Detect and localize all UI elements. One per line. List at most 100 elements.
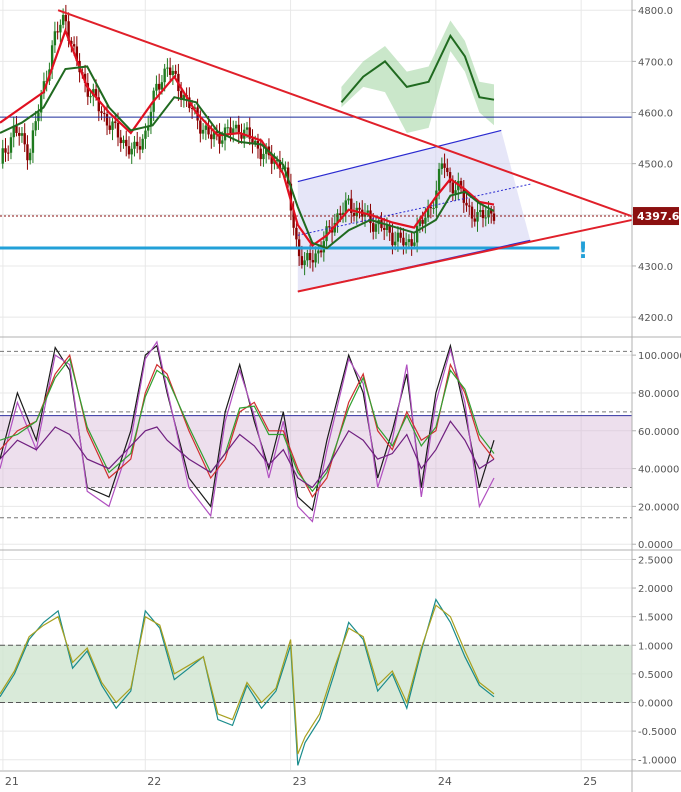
candle-body xyxy=(333,222,337,233)
candle-body xyxy=(105,113,109,126)
y-tick-label: 4200.0 xyxy=(638,313,673,324)
candle-body xyxy=(9,137,13,153)
candle-body xyxy=(201,129,205,134)
candle-body xyxy=(67,21,70,41)
x-tick-label: 21 xyxy=(5,775,19,788)
candle-body xyxy=(163,68,166,83)
lagging-span-line xyxy=(340,33,495,103)
fast-moving-average xyxy=(0,27,495,248)
candle-body xyxy=(465,202,468,206)
candle-body xyxy=(122,139,125,144)
candle-body xyxy=(388,225,391,233)
kumo-cloud xyxy=(341,20,494,133)
channel-fill xyxy=(297,130,531,292)
candle-body xyxy=(56,31,59,33)
candle-body xyxy=(341,212,345,216)
candle-body xyxy=(374,224,378,232)
candle-body xyxy=(34,121,37,131)
candle-body xyxy=(399,232,402,238)
candle-body xyxy=(347,198,350,201)
candle-body xyxy=(415,226,419,243)
y-tick-label: 1.5000 xyxy=(638,613,673,624)
candle-body xyxy=(446,167,449,173)
candle-body xyxy=(339,213,342,216)
candle-body xyxy=(391,232,394,246)
candle-body xyxy=(50,45,54,70)
candle-body xyxy=(226,127,229,129)
oscillator-series-line xyxy=(0,604,495,755)
candle-body xyxy=(23,133,26,145)
candle-body xyxy=(369,210,372,224)
candle-body xyxy=(111,121,114,130)
candle-body xyxy=(251,138,254,144)
y-tick-label: 4300.0 xyxy=(638,262,673,273)
candle-body xyxy=(210,134,213,140)
candle-body xyxy=(325,226,328,242)
y-tick-label: 2.0000 xyxy=(638,584,673,595)
candle-body xyxy=(136,141,139,147)
candle-body xyxy=(385,225,389,230)
candle-body xyxy=(487,210,490,218)
candle-body xyxy=(429,207,433,209)
candle-body xyxy=(424,217,427,224)
candle-body xyxy=(61,14,65,25)
candle-body xyxy=(212,131,216,140)
candle-body xyxy=(125,139,128,147)
candle-body xyxy=(89,96,92,98)
candle-body xyxy=(149,111,153,126)
candle-body xyxy=(141,138,144,150)
candle-body xyxy=(39,93,43,113)
candle-body xyxy=(64,14,68,22)
y-tick-label: -1.0000 xyxy=(638,756,677,767)
candle-body xyxy=(103,113,106,115)
candle-body xyxy=(100,111,103,114)
candle-body xyxy=(336,213,339,223)
candle-body xyxy=(270,155,273,164)
y-tick-label: 80.0000 xyxy=(638,389,679,400)
candle-body xyxy=(479,210,482,213)
candle-body xyxy=(18,132,21,136)
candle-body xyxy=(383,228,386,230)
candle-body xyxy=(72,44,76,47)
x-tick-label: 24 xyxy=(438,775,452,788)
current-price-label: 4397.6 xyxy=(637,210,680,223)
candle-body xyxy=(451,182,455,194)
candle-body xyxy=(407,239,411,243)
candle-body xyxy=(435,190,438,209)
candle-body xyxy=(311,260,315,263)
candle-body xyxy=(490,210,493,214)
stochastic-band xyxy=(0,415,632,488)
candle-body xyxy=(31,130,35,153)
candle-body xyxy=(1,148,4,164)
candle-body xyxy=(232,128,235,134)
candle-body xyxy=(193,107,197,109)
candle-body xyxy=(75,46,79,61)
candle-body xyxy=(481,210,485,219)
candle-body xyxy=(237,124,240,134)
y-tick-label: -0.5000 xyxy=(638,727,677,738)
candle-body xyxy=(12,125,15,138)
candle-body xyxy=(413,242,416,246)
candle-body xyxy=(245,127,249,130)
stochastic-series-line xyxy=(0,340,495,523)
price-panel xyxy=(0,4,633,293)
candle-body xyxy=(182,94,186,100)
candle-body xyxy=(15,125,18,133)
candle-body xyxy=(114,121,117,123)
candle-body xyxy=(476,212,479,222)
candle-body xyxy=(440,163,444,169)
candle-body xyxy=(292,210,295,228)
x-tick-label: 22 xyxy=(147,775,161,788)
candle-body xyxy=(303,260,306,266)
candle-body xyxy=(372,223,375,232)
candle-body xyxy=(119,137,122,144)
candle-body xyxy=(53,31,57,46)
candle-body xyxy=(171,70,175,75)
candle-body xyxy=(410,239,413,246)
candle-body xyxy=(20,133,24,136)
candle-body xyxy=(418,219,422,227)
candle-body xyxy=(59,24,62,33)
candle-body xyxy=(308,253,312,261)
current-price-tag xyxy=(633,207,679,226)
